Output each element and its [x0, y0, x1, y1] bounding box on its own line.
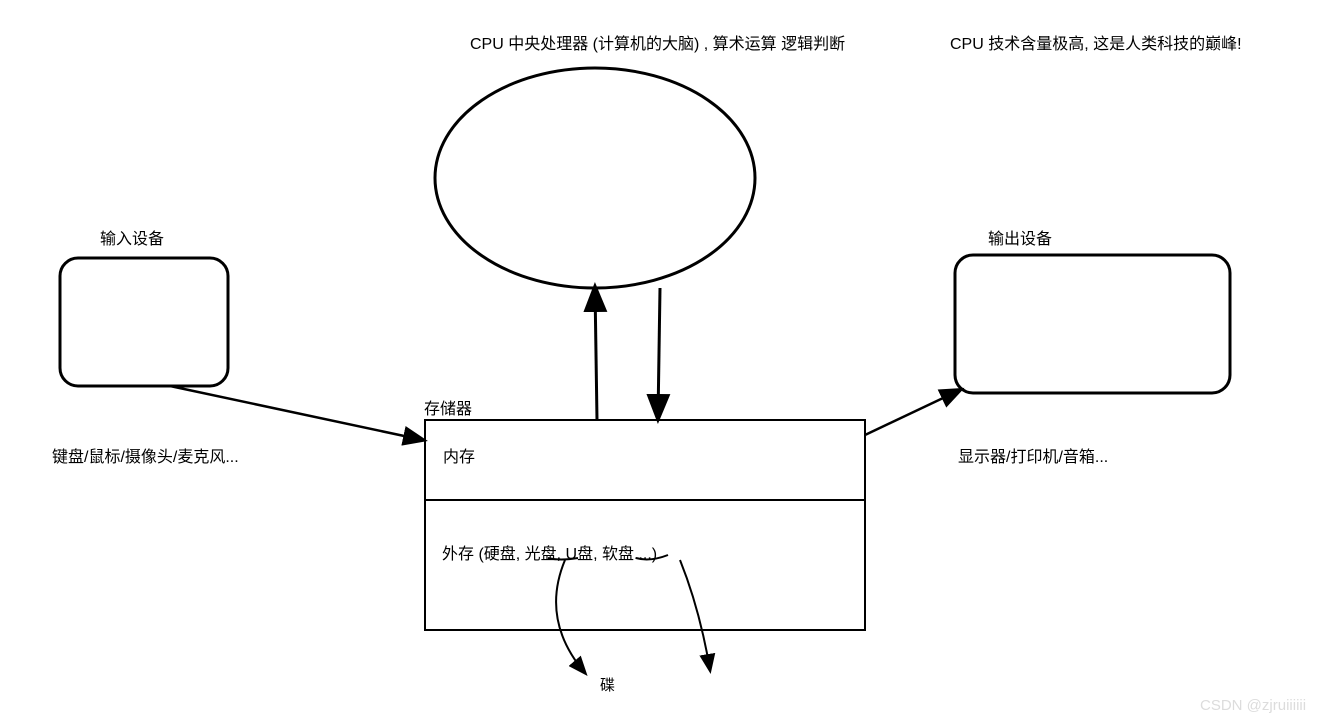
- header-cpu-tech: CPU 技术含量极高, 这是人类科技的巅峰!: [950, 30, 1242, 54]
- arrow-storage-to-output: [865, 390, 960, 435]
- curve-left: [556, 560, 585, 673]
- disc-note: 碟: [600, 674, 615, 695]
- storage-title: 存储器: [424, 395, 472, 419]
- input-device-examples: 键盘/鼠标/摄像头/麦克风...: [52, 443, 239, 467]
- output-device-box: [955, 255, 1230, 393]
- input-device-title: 输入设备: [100, 225, 164, 249]
- external-storage-label: 外存 (硬盘, 光盘, U盘, 软盘....): [442, 540, 657, 564]
- storage-box: [425, 420, 865, 630]
- diagram-canvas: [0, 0, 1329, 717]
- output-device-examples: 显示器/打印机/音箱...: [958, 443, 1108, 467]
- arrow-input-to-storage: [170, 386, 423, 440]
- cpu-ellipse: [435, 68, 755, 288]
- input-device-box: [60, 258, 228, 386]
- output-device-title: 输出设备: [988, 225, 1052, 249]
- arrow-mem-to-cpu: [595, 288, 597, 420]
- curve-right: [680, 560, 710, 670]
- memory-label: 内存: [443, 443, 475, 467]
- header-cpu-desc: CPU 中央处理器 (计算机的大脑) , 算术运算 逻辑判断: [470, 30, 845, 54]
- watermark: CSDN @zjruiiiiii: [1200, 697, 1306, 714]
- arrow-cpu-to-mem: [658, 288, 660, 418]
